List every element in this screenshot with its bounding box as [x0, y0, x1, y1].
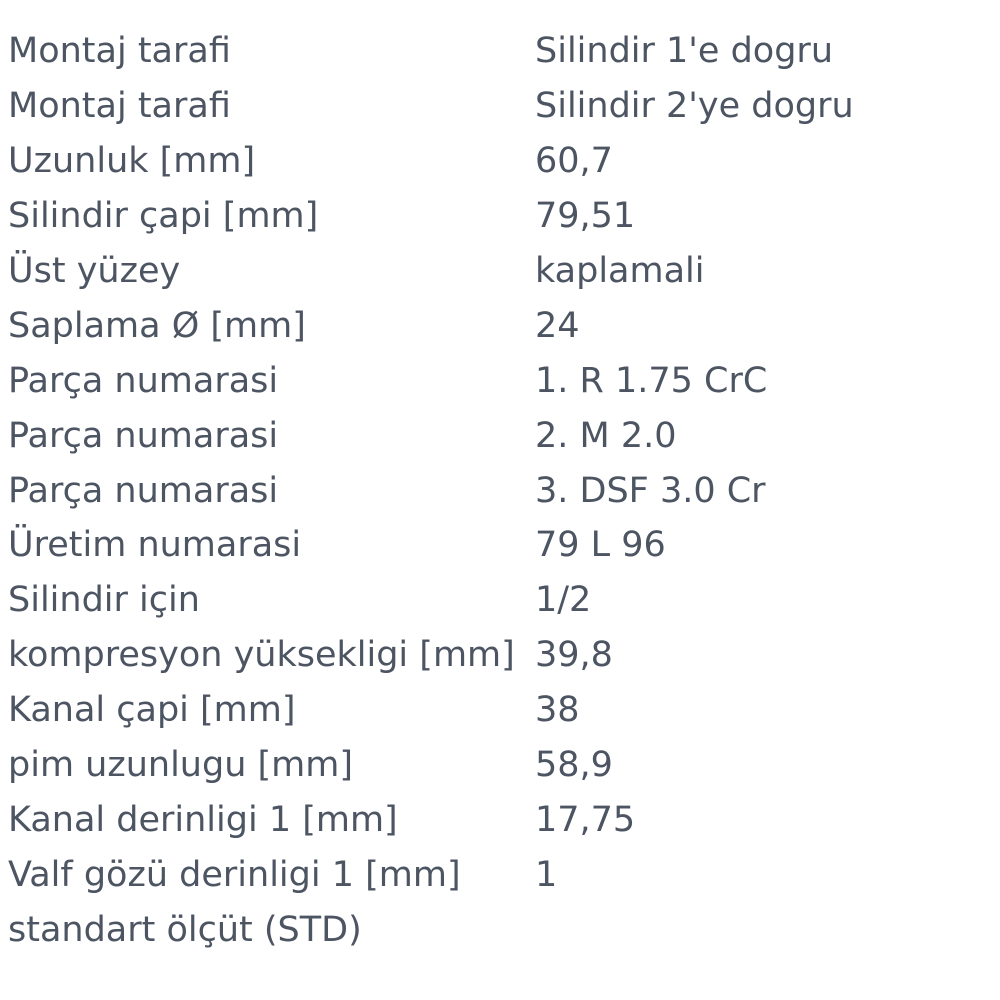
spec-label: pim uzunlugu [mm] [8, 745, 354, 786]
spec-value: 79 L 96 [535, 525, 666, 566]
spec-row: Kanal derinligi 1 [mm] 17,75 [0, 792, 1000, 847]
spec-row: Parça numarasi 3. DSF 3.0 Cr [0, 463, 1000, 518]
spec-label: Üst yüzey [8, 251, 181, 291]
spec-label: Uzunluk [mm] [8, 141, 256, 182]
spec-label: Parça numarasi [8, 415, 279, 456]
spec-row: pim uzunlugu [mm] 58,9 [0, 738, 1000, 793]
spec-label: Parça numarasi [8, 360, 279, 401]
spec-label: kompresyon yüksekligi [mm] [8, 635, 515, 676]
spec-value: 79,51 [535, 196, 636, 237]
spec-label: Silindir için [8, 580, 200, 621]
spec-label: Üretim numarasi [8, 525, 302, 566]
spec-value: 3. DSF 3.0 Cr [535, 470, 766, 511]
spec-value: 58,9 [535, 745, 613, 786]
spec-row: Montaj tarafi Silindir 1'e dogru [0, 24, 1000, 79]
spec-label: Silindir çapi [mm] [8, 196, 319, 237]
spec-label: Montaj tarafi [8, 31, 231, 72]
spec-row: Parça numarasi 1. R 1.75 CrC [0, 353, 1000, 408]
spec-value: kaplamali [535, 251, 705, 291]
spec-label: Valf gözü derinligi 1 [mm] [8, 854, 461, 895]
spec-value: Silindir 2'ye dogru [535, 86, 854, 127]
spec-value: 1 [535, 854, 558, 895]
spec-row: Silindir çapi [mm] 79,51 [0, 189, 1000, 244]
spec-row: Uzunluk [mm] 60,7 [0, 134, 1000, 189]
spec-value: 17,75 [535, 799, 636, 840]
spec-row: Valf gözü derinligi 1 [mm] 1 [0, 847, 1000, 902]
spec-row: Montaj tarafi Silindir 2'ye dogru [0, 79, 1000, 134]
spec-row: standart ölçüt (STD) [0, 902, 1000, 957]
spec-value: Silindir 1'e dogru [535, 31, 833, 72]
spec-value: 1. R 1.75 CrC [535, 360, 768, 401]
spec-value: 1/2 [535, 580, 592, 621]
spec-label: Parça numarasi [8, 470, 279, 511]
spec-label: Kanal derinligi 1 [mm] [8, 799, 398, 840]
spec-label: Montaj tarafi [8, 86, 231, 127]
spec-value: 38 [535, 690, 580, 731]
spec-label: Saplama Ø [mm] [8, 305, 306, 346]
spec-row: Üretim numarasi 79 L 96 [0, 518, 1000, 573]
spec-value: 39,8 [535, 635, 613, 676]
spec-row: kompresyon yüksekligi [mm] 39,8 [0, 628, 1000, 683]
spec-row: Silindir için 1/2 [0, 573, 1000, 628]
spec-row: Saplama Ø [mm] 24 [0, 298, 1000, 353]
spec-row: Kanal çapi [mm] 38 [0, 683, 1000, 738]
spec-value: 24 [535, 305, 580, 346]
spec-value: 2. M 2.0 [535, 415, 677, 456]
spec-row: Üst yüzey kaplamali [0, 244, 1000, 299]
spec-value: 60,7 [535, 141, 613, 182]
spec-label: Kanal çapi [mm] [8, 690, 296, 731]
spec-table: Montaj tarafi Silindir 1'e dogru Montaj ta… [0, 24, 1000, 957]
spec-label: standart ölçüt (STD) [8, 909, 362, 950]
spec-row: Parça numarasi 2. M 2.0 [0, 408, 1000, 463]
